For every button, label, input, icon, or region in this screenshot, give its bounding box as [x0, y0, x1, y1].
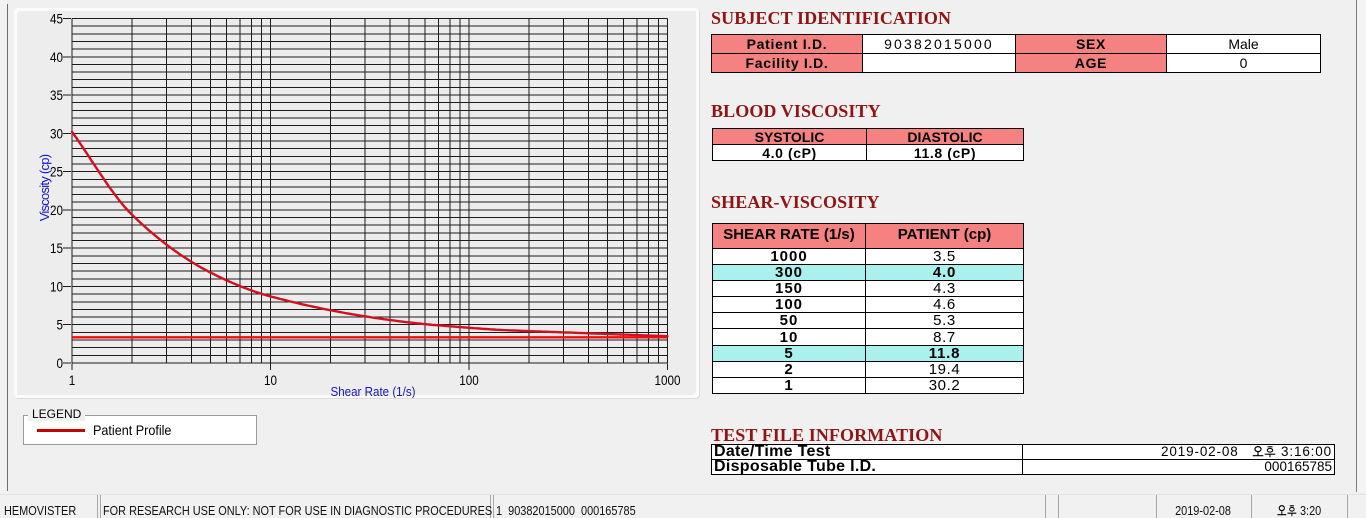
svg-text:1: 1	[69, 373, 76, 388]
svg-text:40: 40	[50, 50, 63, 65]
svg-text:10: 10	[50, 279, 63, 294]
svg-text:15: 15	[50, 241, 63, 256]
svg-text:Shear Rate (1/s): Shear Rate (1/s)	[331, 384, 416, 398]
svg-text:35: 35	[50, 88, 63, 103]
svg-text:0: 0	[57, 356, 64, 371]
svg-text:10: 10	[264, 373, 277, 388]
svg-text:45: 45	[50, 12, 63, 27]
svg-text:1000: 1000	[655, 373, 681, 388]
svg-text:5: 5	[57, 318, 64, 333]
svg-text:Viscosity (cp): Viscosity (cp)	[37, 154, 52, 221]
svg-text:20: 20	[50, 203, 63, 218]
svg-text:25: 25	[50, 165, 63, 180]
svg-text:100: 100	[459, 373, 479, 388]
svg-text:30: 30	[50, 126, 63, 141]
